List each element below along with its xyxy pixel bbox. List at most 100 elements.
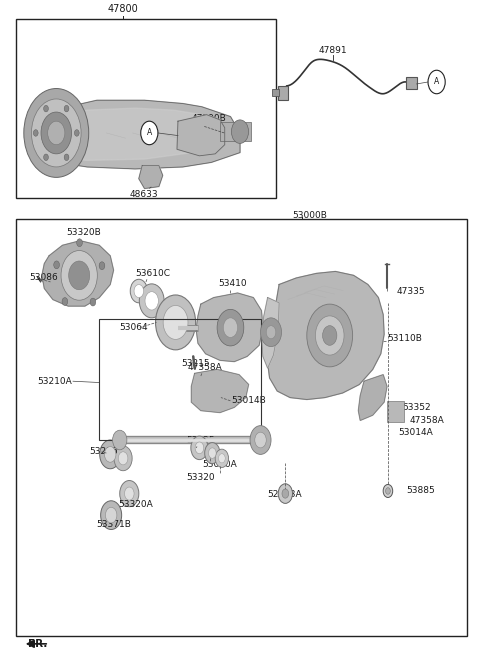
Polygon shape [39,108,221,160]
Circle shape [156,295,196,350]
Polygon shape [268,271,384,399]
Circle shape [101,501,121,530]
Circle shape [204,443,220,464]
Circle shape [44,105,48,112]
Polygon shape [262,298,279,368]
Circle shape [120,480,139,507]
Circle shape [64,105,69,112]
Text: 47800: 47800 [108,4,138,14]
Bar [16,18,276,198]
Text: 53210A: 53210A [37,376,72,386]
Text: 53325: 53325 [187,436,215,445]
Circle shape [315,316,344,355]
Circle shape [34,129,38,136]
Circle shape [114,446,132,470]
Circle shape [41,112,72,154]
Circle shape [105,447,116,463]
Bar [16,219,467,636]
Bar [273,89,279,97]
Circle shape [54,261,60,269]
Text: 53014B: 53014B [231,396,266,405]
Circle shape [208,448,216,459]
Text: 53064: 53064 [120,323,148,332]
Circle shape [106,507,117,523]
Text: 52213A: 52213A [268,489,302,499]
Text: 47390B: 47390B [192,114,226,123]
Polygon shape [25,101,240,169]
Text: A: A [434,78,439,87]
Circle shape [215,449,228,467]
Text: 53410: 53410 [218,279,247,288]
Text: 53086: 53086 [29,273,58,283]
Circle shape [218,454,225,463]
Bar [406,77,417,89]
Circle shape [99,261,105,269]
Circle shape [134,284,144,298]
Polygon shape [196,293,263,361]
Circle shape [195,442,204,454]
Circle shape [130,279,147,303]
Text: 53320: 53320 [187,474,215,482]
Text: 53610C: 53610C [136,269,171,278]
Circle shape [77,238,83,246]
Circle shape [44,154,48,160]
Polygon shape [192,369,249,413]
Circle shape [145,292,158,310]
Circle shape [62,298,68,306]
Circle shape [191,436,208,460]
Circle shape [261,318,281,347]
Text: 53320B: 53320B [66,229,101,237]
Circle shape [307,304,353,367]
Text: 47358A: 47358A [188,363,222,372]
Text: 53352: 53352 [402,403,431,412]
Text: 48633: 48633 [129,191,158,200]
Circle shape [266,326,276,339]
Text: 53215: 53215 [182,359,210,368]
Circle shape [217,309,244,346]
Circle shape [69,261,90,290]
Circle shape [223,318,238,338]
Circle shape [231,120,249,143]
Circle shape [74,129,79,136]
Text: 53110B: 53110B [387,334,422,343]
Circle shape [100,440,120,468]
Circle shape [24,89,89,177]
Circle shape [385,487,390,494]
Bar [387,401,404,422]
Circle shape [250,426,271,455]
Circle shape [118,452,128,465]
Polygon shape [359,374,387,420]
Text: 53014A: 53014A [398,428,433,437]
Text: FR.: FR. [28,639,47,649]
Text: 53236: 53236 [90,447,118,456]
Text: 53040A: 53040A [202,461,237,469]
Bar [278,86,288,101]
Circle shape [278,484,292,503]
Text: 53885: 53885 [406,486,435,495]
Circle shape [124,487,134,500]
Circle shape [139,284,164,318]
Text: 47335: 47335 [396,286,425,296]
Circle shape [282,489,288,498]
Circle shape [48,121,65,145]
Polygon shape [139,166,163,189]
Bar [99,319,262,440]
Text: 47891: 47891 [319,45,348,55]
Text: 53371B: 53371B [96,520,131,529]
Polygon shape [42,240,114,306]
Circle shape [90,298,96,306]
Circle shape [255,432,266,448]
Polygon shape [177,115,225,156]
Circle shape [163,306,188,340]
Circle shape [61,250,97,300]
Text: 47358A: 47358A [409,416,444,425]
Text: A: A [147,129,152,137]
Circle shape [428,70,445,94]
Circle shape [323,326,337,346]
Bar [220,122,251,141]
Circle shape [141,121,158,145]
Circle shape [64,154,69,160]
Circle shape [113,430,127,450]
Text: 53320A: 53320A [118,500,153,509]
Text: 53000B: 53000B [292,211,327,220]
